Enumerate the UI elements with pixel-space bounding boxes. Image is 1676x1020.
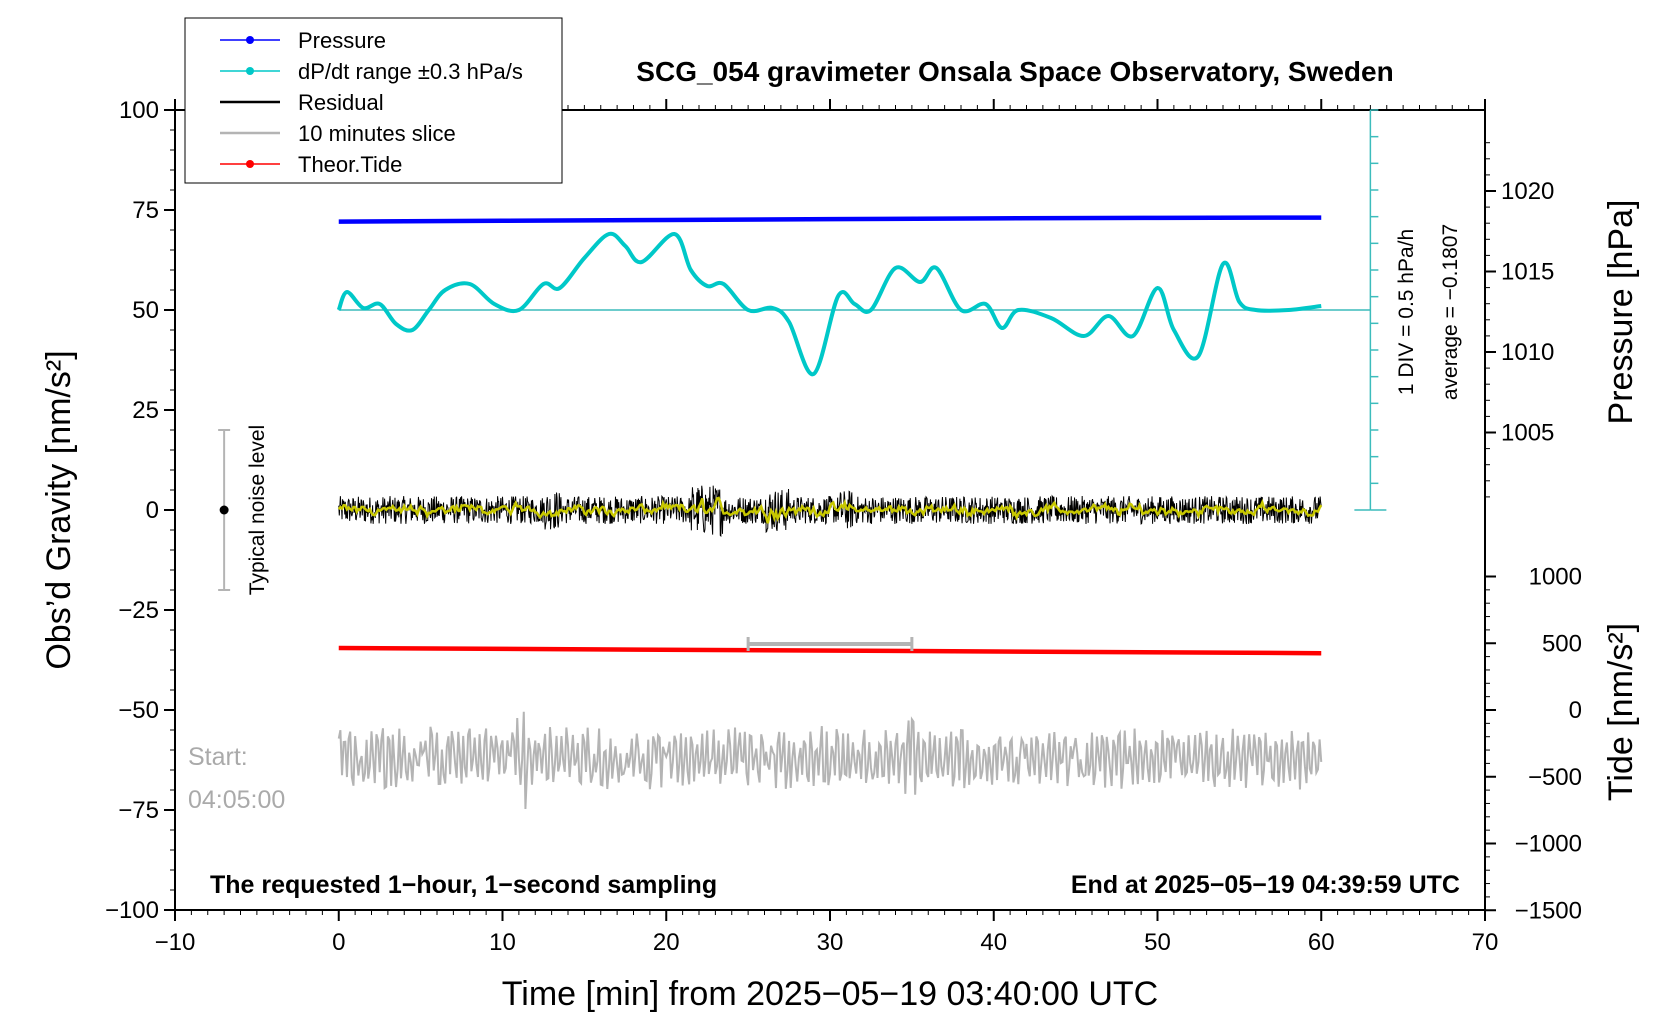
tide-tick-label: 1000 — [1529, 564, 1582, 591]
x-tick-label: 20 — [653, 929, 680, 956]
y-axis-label-pressure: Pressure [hPa] — [1602, 200, 1640, 425]
y-axis-pressure: 1020 1015 1010 1005 — [1485, 142, 1554, 498]
tide-series — [338, 645, 1322, 656]
tide-tick-label: −500 — [1528, 764, 1582, 791]
dpdt-average-label: average = −0.1807 — [1439, 224, 1462, 400]
residual-series — [337, 485, 1323, 538]
start-time: 04:05:00 — [188, 786, 285, 814]
y-tick-label: 25 — [132, 397, 159, 424]
legend-label: 10 minutes slice — [298, 121, 456, 146]
noise-bar — [218, 429, 231, 591]
legend: Pressure dP/dt range ±0.3 hPa/s Residual 10… — [184, 17, 563, 184]
dpdt-scale-label: 1 DIV = 0.5 hPa/h — [1395, 229, 1418, 395]
noise-bar-dot — [219, 505, 229, 515]
legend-label: Residual — [298, 90, 384, 115]
x-tick-label: 60 — [1308, 929, 1335, 956]
pressure-tick-label: 1015 — [1501, 259, 1554, 286]
tide-tick-label: −1000 — [1515, 831, 1582, 858]
chart-title: SCG_054 gravimeter Onsala Space Observat… — [636, 56, 1393, 87]
x-tick-label: 10 — [489, 929, 516, 956]
x-axis-label: Time [min] from 2025−05−19 03:40:00 UTC — [502, 975, 1158, 1013]
dpdt-series — [336, 231, 1371, 377]
x-tick-label: 0 — [332, 929, 345, 956]
x-tick-label: −10 — [155, 929, 196, 956]
noise-label: Typical noise level — [246, 425, 269, 595]
y-axis-tide: 1000 500 0 −500 −1000 −1500 — [1485, 564, 1582, 924]
y-tick-label: −75 — [118, 797, 159, 824]
legend-label: Pressure — [298, 28, 386, 53]
y-axis-label-left: Obs’d Gravity [nm/s²] — [40, 350, 78, 669]
legend-label: dP/dt range ±0.3 hPa/s — [298, 59, 523, 84]
y-tick-label: 0 — [146, 497, 159, 524]
x-tick-label: 70 — [1472, 929, 1499, 956]
legend-marker — [246, 160, 254, 168]
x-axis: −10 0 10 20 30 40 50 60 70 — [155, 99, 1499, 956]
residual-smoothed-line — [337, 496, 1323, 524]
slice-series — [337, 711, 1323, 810]
slice-line — [337, 711, 1323, 810]
pressure-series — [338, 215, 1322, 224]
y-tick-label: 75 — [132, 197, 159, 224]
footer-right: End at 2025−05−19 04:39:59 UTC — [1071, 871, 1460, 899]
start-label: Start: — [188, 743, 248, 771]
y-axis-label-tide: Tide [nm/s²] — [1602, 623, 1640, 801]
footer-left: The requested 1−hour, 1−second sampling — [210, 871, 717, 899]
legend-marker — [246, 67, 254, 75]
y-axis-left: 100 75 50 25 0 −25 −50 −75 −100 — [105, 97, 175, 924]
pressure-line — [338, 215, 1322, 224]
tide-tick-label: −1500 — [1515, 897, 1582, 924]
x-tick-label: 50 — [1144, 929, 1171, 956]
y-tick-label: −50 — [118, 697, 159, 724]
pressure-tick-label: 1020 — [1501, 178, 1554, 205]
residual-line — [338, 485, 1322, 538]
legend-label: Theor.Tide — [298, 152, 402, 177]
tide-tick-label: 500 — [1542, 630, 1582, 657]
y-tick-label: 100 — [119, 97, 159, 124]
y-tick-label: 50 — [132, 297, 159, 324]
pressure-tick-label: 1010 — [1501, 339, 1554, 366]
y-tick-label: −100 — [105, 897, 159, 924]
x-tick-label: 40 — [980, 929, 1007, 956]
slice-range-bar — [746, 637, 914, 651]
tide-tick-label: 0 — [1569, 697, 1582, 724]
tide-line — [338, 645, 1322, 656]
y-tick-label: −25 — [118, 597, 159, 624]
pressure-tick-label: 1005 — [1501, 420, 1554, 447]
x-tick-label: 30 — [817, 929, 844, 956]
dpdt-line — [336, 231, 1322, 377]
legend-box — [184, 17, 563, 184]
legend-marker — [246, 36, 254, 44]
